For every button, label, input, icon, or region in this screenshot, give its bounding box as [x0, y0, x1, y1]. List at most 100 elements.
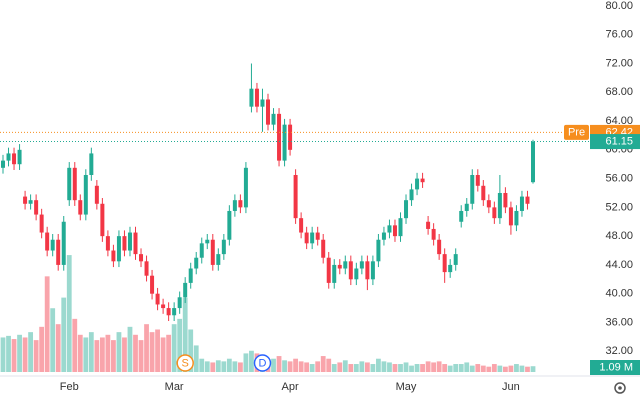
volume-bar: [315, 361, 321, 372]
volume-bar: [160, 337, 166, 372]
volume-bar: [475, 364, 481, 372]
volume-bar: [215, 360, 221, 372]
candle-body: [249, 88, 254, 107]
volume-bar: [320, 356, 326, 372]
volume-bar: [116, 332, 122, 372]
volume-bar: [149, 332, 155, 372]
candle-body: [525, 196, 530, 204]
volume-bar: [177, 318, 183, 372]
candle-body: [194, 257, 199, 269]
volume-label: 1.09 M: [599, 361, 633, 373]
candle-body: [243, 167, 248, 208]
candle-body: [293, 175, 298, 219]
candle-body: [144, 261, 149, 276]
volume-bar: [171, 324, 177, 372]
candle-body: [199, 243, 204, 258]
candle-body: [359, 261, 364, 269]
settings-gear[interactable]: [614, 382, 626, 394]
candle-body: [310, 232, 315, 244]
candle-body: [23, 196, 28, 204]
premarket-tag: Pre: [568, 126, 585, 138]
volume-bar: [348, 364, 354, 372]
candle-body: [34, 200, 39, 215]
volume-bar: [138, 340, 144, 372]
candle-body: [67, 167, 72, 201]
candle-body: [83, 175, 88, 215]
x-tick-label: Feb: [60, 381, 79, 393]
candle-body: [155, 293, 160, 305]
volume-bar: [376, 358, 381, 372]
candle-body: [475, 175, 480, 186]
volume-bar: [486, 366, 492, 372]
volume-bar: [464, 362, 470, 372]
candle-body: [139, 254, 144, 262]
volume-bar: [282, 360, 287, 372]
candle-body: [254, 88, 259, 107]
candle-body: [116, 236, 121, 262]
candle-body: [304, 232, 309, 244]
candle-body: [332, 264, 337, 283]
candle-body: [161, 304, 166, 309]
volume-bar: [188, 329, 194, 372]
volume-bar: [249, 350, 254, 372]
candle-body: [431, 228, 436, 240]
candle-body: [398, 218, 403, 237]
volume-bar: [304, 362, 310, 372]
candle-body: [12, 153, 17, 165]
candle-body: [343, 261, 348, 269]
candle-body: [492, 207, 497, 219]
candle-body: [426, 221, 431, 229]
volume-bar: [525, 366, 530, 372]
candle-body: [61, 221, 66, 265]
volume-bar: [342, 360, 348, 372]
volume-bar: [6, 335, 11, 372]
volume-bar: [409, 365, 414, 372]
volume-bar: [469, 365, 475, 372]
volume-bar: [309, 364, 315, 372]
y-tick-label: 52.00: [605, 201, 633, 213]
settings-dot[interactable]: [618, 386, 622, 390]
candle-body: [470, 175, 475, 204]
y-tick-label: 76.00: [605, 29, 633, 41]
volume-bar: [0, 337, 6, 372]
candle-body: [100, 203, 105, 237]
x-tick-label: Jun: [502, 381, 520, 393]
candle-body: [519, 196, 524, 211]
candle-body: [271, 113, 276, 125]
candle-body: [409, 189, 414, 201]
volume-bar: [491, 364, 497, 372]
y-tick-label: 80.00: [605, 0, 633, 12]
volume-bar: [530, 366, 536, 372]
candle-body: [321, 239, 326, 258]
candle-body: [50, 239, 55, 251]
candle-body: [1, 160, 5, 168]
volume-bar: [193, 345, 199, 372]
candle-body: [354, 268, 359, 280]
y-tick-label: 64.00: [605, 115, 633, 127]
candle-body: [266, 99, 270, 125]
candle-body: [39, 214, 44, 233]
candle-body: [376, 239, 381, 262]
volume-bar: [392, 364, 398, 372]
volume-bar: [458, 364, 464, 372]
volume-bar: [447, 365, 453, 372]
volume-bar: [155, 329, 160, 372]
volume-bar: [298, 361, 304, 372]
volume-bar: [519, 365, 525, 372]
settings-icon[interactable]: [614, 382, 626, 394]
candle-body: [177, 297, 182, 309]
volume-bar: [166, 334, 172, 372]
volume-bar: [276, 356, 282, 372]
candle-body: [531, 141, 535, 183]
volume-bar: [39, 326, 45, 372]
volume-bar: [331, 364, 337, 372]
candle-body: [437, 239, 442, 255]
candle-body: [326, 257, 331, 283]
candle-body: [415, 178, 420, 190]
candle-body: [448, 264, 453, 273]
candle-body: [78, 200, 83, 215]
candle-body: [453, 254, 458, 265]
y-tick-label: 72.00: [605, 57, 633, 69]
